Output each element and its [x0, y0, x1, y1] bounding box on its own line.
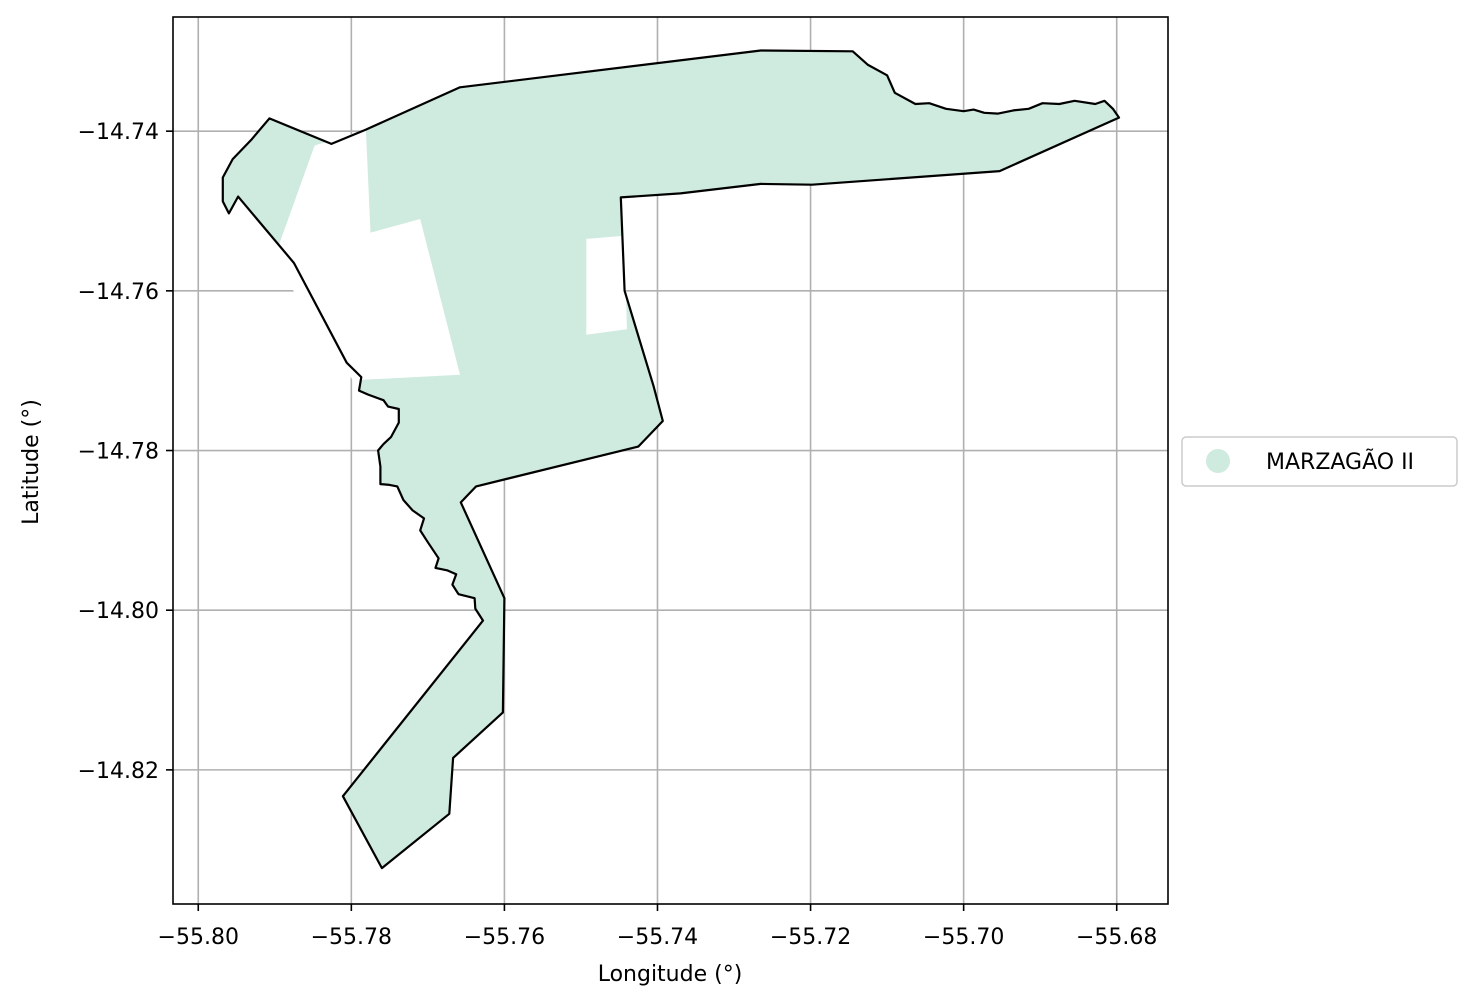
y-tick-label: −14.82: [78, 759, 159, 784]
legend-marker: [1206, 449, 1230, 473]
y-tick-label: −14.74: [78, 120, 159, 145]
x-tick-label: −55.68: [1076, 925, 1157, 950]
x-tick-label: −55.76: [464, 925, 545, 950]
legend-label: MARZAGÃO II: [1266, 448, 1414, 475]
x-tick-label: −55.78: [311, 925, 392, 950]
x-tick-label: −55.74: [617, 925, 698, 950]
x-tick-label: −55.70: [923, 925, 1004, 950]
y-tick-label: −14.78: [78, 440, 159, 465]
region-hole: [586, 236, 627, 335]
x-tick-label: −55.80: [158, 925, 239, 950]
legend: MARZAGÃO II: [1182, 437, 1457, 486]
x-axis-label: Longitude (°): [598, 962, 743, 987]
y-tick-label: −14.76: [78, 280, 159, 305]
y-tick-label: −14.80: [78, 599, 159, 624]
y-axis-label: Latitude (°): [19, 399, 44, 525]
x-tick-label: −55.72: [770, 925, 851, 950]
